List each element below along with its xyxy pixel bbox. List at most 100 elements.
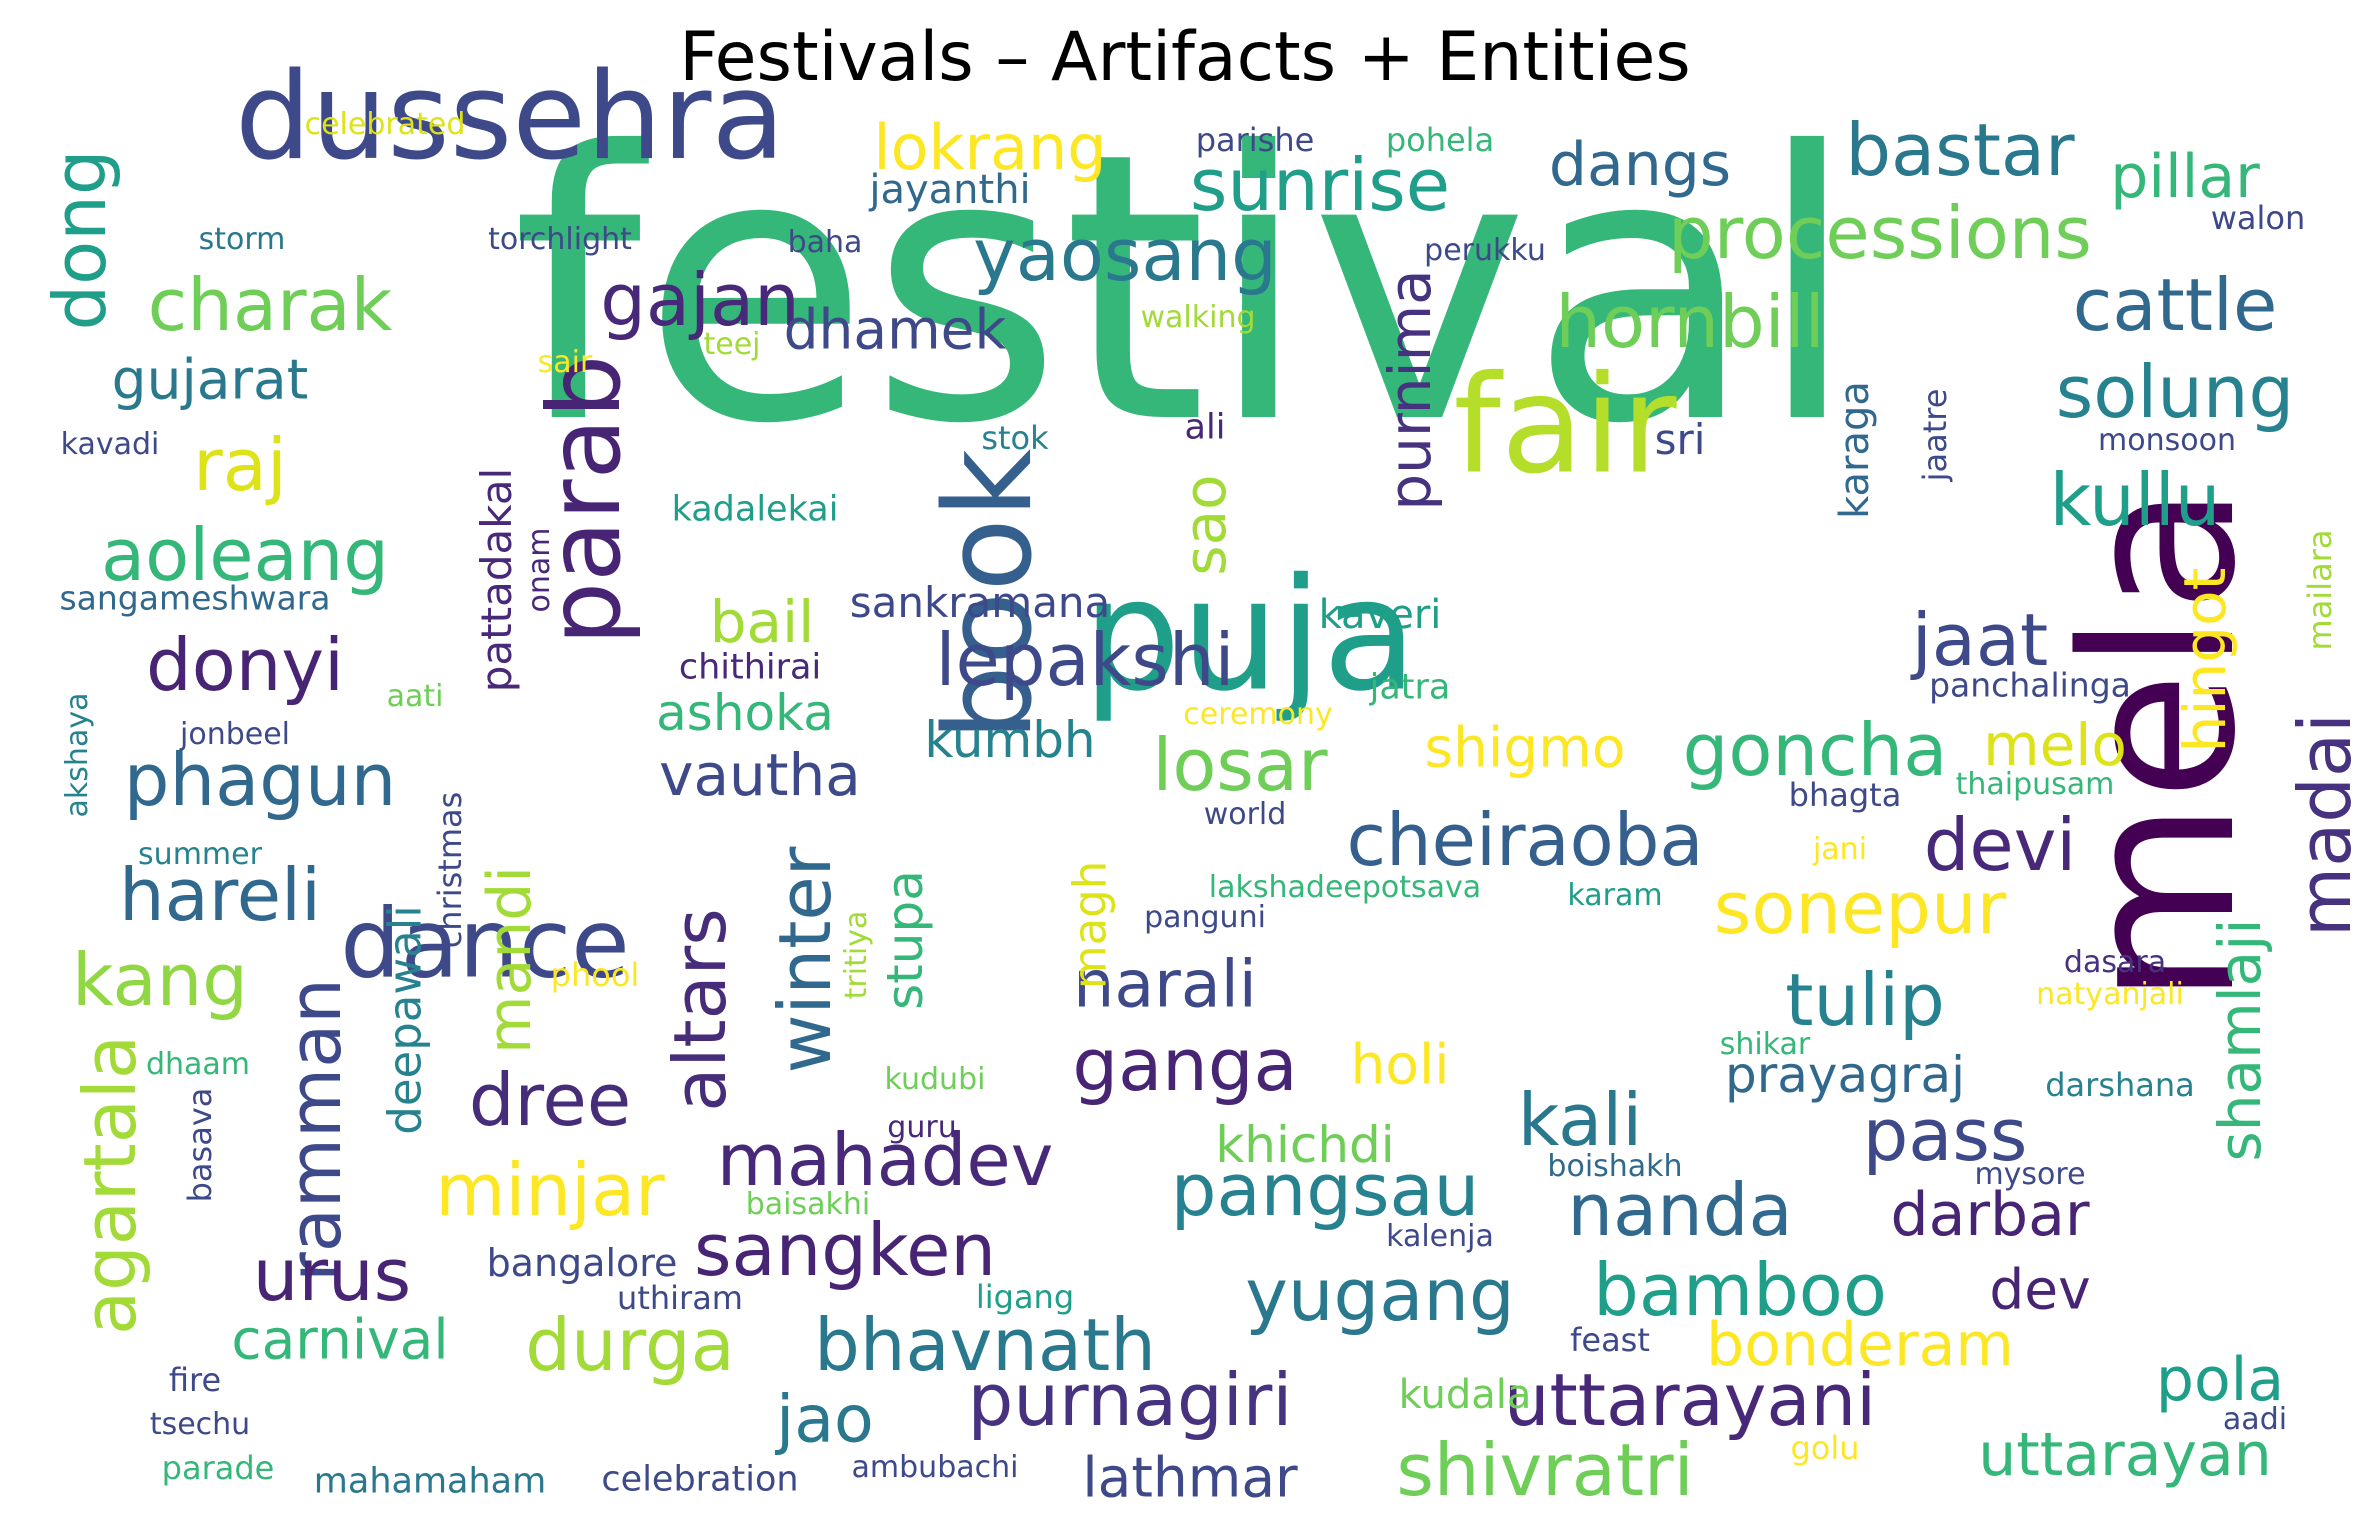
word-basava: basava xyxy=(181,1087,219,1203)
word-purnima: purnima xyxy=(1376,269,1444,511)
word-aati: aati xyxy=(386,679,444,714)
word-walking: walking xyxy=(1140,300,1256,335)
word-urus: urus xyxy=(252,1233,412,1317)
word-pass: pass xyxy=(1862,1093,2028,1177)
word-pillar: pillar xyxy=(2110,142,2260,212)
word-dhaam: dhaam xyxy=(145,1047,251,1082)
word-phool: phool xyxy=(550,956,640,994)
word-mahamaham: mahamaham xyxy=(313,1461,547,1502)
word-vautha: vautha xyxy=(659,741,861,809)
word-yugang: yugang xyxy=(1245,1253,1515,1337)
word-lakshadeepotsava: lakshadeepotsava xyxy=(1208,870,1482,905)
word-celebrated: celebrated xyxy=(304,107,466,142)
word-pohela: pohela xyxy=(1385,121,1495,159)
word-dong: dong xyxy=(38,149,122,331)
word-onam: onam xyxy=(522,527,557,613)
word-kudala: kudala xyxy=(1398,1372,1532,1418)
word-perukku: perukku xyxy=(1424,233,1546,268)
word-kali: kali xyxy=(1517,1078,1643,1162)
word-bonderam: bonderam xyxy=(1706,1310,2014,1380)
word-torchlight: torchlight xyxy=(488,222,632,257)
word-shigmo: shigmo xyxy=(1424,715,1626,780)
word-gajan: gajan xyxy=(600,258,800,342)
word-jayanthi: jayanthi xyxy=(869,167,1031,213)
word-purnagiri: purnagiri xyxy=(967,1358,1293,1442)
word-magh: magh xyxy=(1063,860,1117,990)
word-dev: dev xyxy=(1989,1257,2091,1322)
word-thaipusam: thaipusam xyxy=(1955,767,2115,802)
word-agartala: agartala xyxy=(68,1034,152,1336)
word-uthiram: uthiram xyxy=(617,1279,743,1317)
word-madai: madai xyxy=(2283,712,2367,938)
word-ceremony: ceremony xyxy=(1183,697,1333,732)
word-kumbh: kumbh xyxy=(924,711,1096,769)
word-guru: guru xyxy=(887,1110,957,1145)
word-kullu: kullu xyxy=(2049,458,2221,542)
word-festival: festival xyxy=(511,75,1859,505)
word-shikar: shikar xyxy=(1719,1027,1811,1062)
word-bangalore: bangalore xyxy=(486,1241,678,1285)
word-dance: dance xyxy=(340,889,630,1000)
word-ashoka: ashoka xyxy=(656,684,834,742)
word-jaatre: jaatre xyxy=(1916,388,1954,482)
word-mahadev: mahadev xyxy=(716,1118,1054,1202)
word-pattadakal: pattadakal xyxy=(472,467,521,693)
word-jaat: jaat xyxy=(1911,598,2049,682)
word-dasara: dasara xyxy=(2063,945,2167,980)
word-natyanjali: natyanjali xyxy=(2036,977,2184,1012)
word-winter: winter xyxy=(763,846,847,1074)
word-sunrise: sunrise xyxy=(1189,143,1451,227)
word-summer: summer xyxy=(138,837,262,872)
word-ganga: ganga xyxy=(1072,1023,1298,1107)
word-sri: sri xyxy=(1654,415,1706,464)
word-solung: solung xyxy=(2055,350,2295,434)
word-parade: parade xyxy=(161,1449,275,1487)
word-monsoon: monsoon xyxy=(2098,423,2236,458)
word-hingot: hingot xyxy=(2171,567,2239,753)
word-kavadi: kavadi xyxy=(60,427,160,462)
word-karaga: karaga xyxy=(1832,381,1878,519)
word-kudubi: kudubi xyxy=(884,1062,986,1097)
word-ligang: ligang xyxy=(975,1278,1075,1316)
word-kaveri: kaveri xyxy=(1318,592,1442,638)
word-storm: storm xyxy=(198,222,286,257)
word-carnival: carnival xyxy=(231,1307,449,1372)
word-lokrang: lokrang xyxy=(873,111,1107,184)
word-bamboo: bamboo xyxy=(1593,1248,1887,1332)
word-jao: jao xyxy=(776,1382,874,1458)
word-lepakshi: lepakshi xyxy=(935,618,1235,702)
figure-title: Festivals – Artifacts + Entities xyxy=(679,18,1691,97)
word-phagun: phagun xyxy=(123,738,397,822)
word-sankramana: sankramana xyxy=(849,578,1111,627)
word-minjar: minjar xyxy=(435,1148,665,1232)
word-kang: kang xyxy=(72,938,248,1022)
word-aoleang: aoleang xyxy=(101,513,389,597)
word-puja: puja xyxy=(1082,544,1418,726)
word-darshana: darshana xyxy=(2045,1066,2195,1104)
word-feast: feast xyxy=(1570,1321,1650,1359)
word-shamlaji: shamlaji xyxy=(2206,918,2274,1162)
word-nanda: nanda xyxy=(1567,1168,1793,1252)
word-sao: sao xyxy=(1171,474,1239,576)
word-durga: durga xyxy=(525,1303,735,1387)
word-celebration: celebration xyxy=(601,1459,799,1500)
word-chithirai: chithirai xyxy=(678,647,822,688)
word-aadi: aadi xyxy=(2222,1402,2288,1437)
word-donyi: donyi xyxy=(146,623,344,707)
word-stok: stok xyxy=(981,419,1049,457)
word-tsechu: tsechu xyxy=(149,1407,251,1442)
word-baisakhi: baisakhi xyxy=(745,1187,871,1222)
word-dree: dree xyxy=(468,1058,632,1142)
word-boishakh: boishakh xyxy=(1547,1149,1683,1184)
word-sangken: sangken xyxy=(693,1208,997,1292)
word-fair: fair xyxy=(1453,346,1677,504)
word-jonbeel: jonbeel xyxy=(180,717,290,752)
word-goncha: goncha xyxy=(1682,708,1948,792)
word-bhavnath: bhavnath xyxy=(814,1303,1156,1387)
word-ambubachi: ambubachi xyxy=(851,1450,1019,1485)
word-yaosang: yaosang xyxy=(973,213,1277,297)
word-mandi: mandi xyxy=(475,866,545,1054)
word-stupa: stupa xyxy=(876,870,934,1010)
word-bhagta: bhagta xyxy=(1788,776,1902,814)
